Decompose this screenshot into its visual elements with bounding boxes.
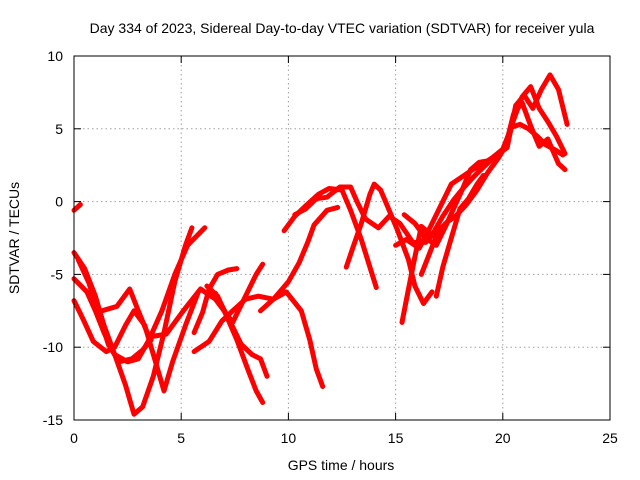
chart-title: Day 334 of 2023, Sidereal Day-to-day VTE… [90, 20, 595, 36]
y-axis-label: SDTVAR / TECUs [6, 182, 22, 294]
series-track-9 [204, 283, 266, 405]
series-track-1 [71, 202, 83, 213]
x-tick-label: 10 [281, 430, 297, 446]
data-series [71, 72, 570, 417]
y-tick-label: 10 [47, 48, 63, 64]
series-track-6 [75, 257, 154, 365]
x-tick-label: 15 [388, 430, 404, 446]
x-tick-label: 25 [602, 430, 618, 446]
series-track-4 [71, 289, 201, 394]
series-track-12 [281, 186, 379, 290]
series-track-5 [99, 261, 266, 340]
axis-ticks: 0 5 10 15 20 25 -15 -10 -5 0 5 10 [43, 48, 618, 446]
series-track-11 [258, 289, 326, 389]
series-track-7 [191, 266, 240, 336]
x-tick-label: 5 [177, 430, 185, 446]
y-tick-label: -5 [51, 266, 64, 282]
y-tick-label: -15 [43, 412, 63, 428]
x-tick-label: 0 [70, 430, 78, 446]
series-track-10 [213, 290, 270, 379]
y-tick-label: 0 [55, 194, 63, 210]
series-track-18 [393, 121, 566, 251]
x-axis-label: GPS time / hours [288, 457, 395, 473]
plot-frame [73, 55, 611, 421]
series-track-14 [343, 181, 435, 306]
y-tick-label: -10 [43, 339, 63, 355]
x-tick-label: 20 [495, 430, 511, 446]
series-track-16 [418, 84, 568, 277]
y-tick-label: 5 [55, 121, 63, 137]
grid-lines [74, 56, 610, 420]
series-track-13 [292, 184, 439, 245]
series-track-19 [433, 172, 486, 299]
